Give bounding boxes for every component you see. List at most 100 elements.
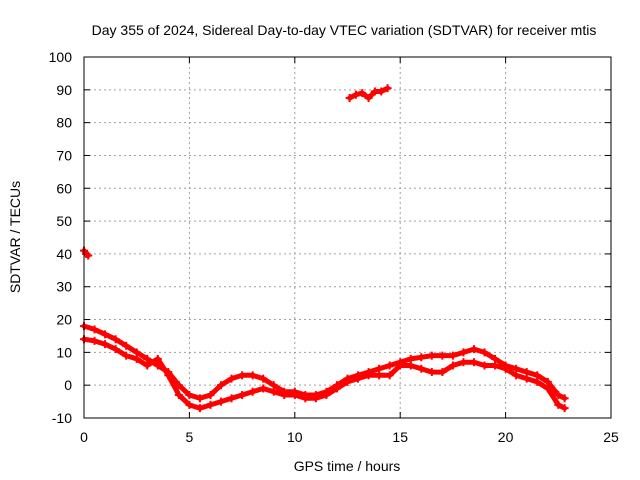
series-trace-b <box>80 335 569 413</box>
data-point <box>217 381 226 390</box>
data-point <box>354 374 363 383</box>
series-trace-d <box>345 84 392 103</box>
y-tick-label: 70 <box>56 147 72 163</box>
data-point <box>448 361 457 370</box>
data-point <box>364 371 373 380</box>
data-point <box>280 391 289 400</box>
y-tick-label: 90 <box>56 82 72 98</box>
data-point <box>543 384 552 393</box>
data-point <box>522 374 531 383</box>
data-point <box>217 397 226 406</box>
y-tick-label: 50 <box>56 213 72 229</box>
data-point <box>206 391 215 400</box>
data-point <box>206 400 215 409</box>
data-point <box>101 330 110 339</box>
data-point <box>90 325 99 334</box>
data-point <box>164 371 173 380</box>
data-point <box>459 358 468 367</box>
x-tick-label: 0 <box>80 429 88 445</box>
data-point <box>554 400 563 409</box>
series-line <box>81 336 568 411</box>
data-point <box>377 87 386 96</box>
x-tick-label: 15 <box>392 429 408 445</box>
data-point <box>427 351 436 360</box>
data-point <box>480 361 489 370</box>
data-point <box>185 400 194 409</box>
y-tick-label: 10 <box>56 344 72 360</box>
data-point <box>480 348 489 357</box>
data-point <box>459 348 468 357</box>
data-point <box>248 371 257 380</box>
data-point <box>259 384 268 393</box>
data-point <box>122 351 131 360</box>
data-point <box>560 404 569 413</box>
y-tick-label: 100 <box>49 49 73 65</box>
data-point <box>554 391 563 400</box>
data-point <box>238 391 247 400</box>
data-point <box>122 341 131 350</box>
y-tick-label: 60 <box>56 180 72 196</box>
data-point <box>358 89 367 98</box>
data-point <box>383 84 392 93</box>
grid-lines <box>84 57 611 418</box>
data-point <box>491 361 500 370</box>
x-axis-ticks: 0 5 10 15 20 25 <box>80 57 619 445</box>
data-point <box>238 371 247 380</box>
data-point <box>111 345 120 354</box>
data-point <box>311 394 320 403</box>
data-point <box>290 391 299 400</box>
data-point <box>501 364 510 373</box>
data-point <box>512 371 521 380</box>
data-point <box>111 335 120 344</box>
data-point <box>427 368 436 377</box>
data-point <box>385 371 394 380</box>
y-tick-label: 30 <box>56 279 72 295</box>
x-tick-label: 25 <box>603 429 619 445</box>
data-point <box>227 374 236 383</box>
y-tick-label: 40 <box>56 246 72 262</box>
data-point <box>469 345 478 354</box>
data-point <box>417 364 426 373</box>
data-point <box>469 358 478 367</box>
y-tick-label: -10 <box>52 410 72 426</box>
data-point <box>438 351 447 360</box>
data-point <box>417 353 426 362</box>
plot-frame <box>83 56 612 419</box>
x-tick-label: 20 <box>498 429 514 445</box>
data-point <box>343 377 352 386</box>
x-axis-label: GPS time / hours <box>294 458 401 474</box>
data-point <box>385 361 394 370</box>
x-tick-label: 5 <box>186 429 194 445</box>
data-point <box>174 391 183 400</box>
data-point <box>143 361 152 370</box>
data-point <box>322 391 331 400</box>
data-point <box>101 340 110 349</box>
data-point <box>259 374 268 383</box>
data-point <box>448 351 457 360</box>
data-point <box>195 404 204 413</box>
data-point <box>345 94 354 103</box>
data-point <box>438 368 447 377</box>
data-point <box>351 90 360 99</box>
data-point <box>396 361 405 370</box>
data-point <box>533 377 542 386</box>
data-point <box>269 387 278 396</box>
data-series <box>80 84 569 413</box>
data-point <box>332 384 341 393</box>
data-point <box>406 361 415 370</box>
data-point <box>364 94 373 103</box>
x-tick-label: 10 <box>287 429 303 445</box>
data-point <box>227 394 236 403</box>
y-tick-label: 80 <box>56 115 72 131</box>
data-point <box>375 371 384 380</box>
data-point <box>560 394 569 403</box>
y-axis-ticks: -10 0 10 20 30 40 50 60 70 80 90 100 <box>49 49 611 426</box>
data-point <box>153 354 162 363</box>
series-trace-c <box>80 246 93 260</box>
data-point <box>185 391 194 400</box>
chart-title: Day 355 of 2024, Sidereal Day-to-day VTE… <box>92 22 597 38</box>
y-tick-label: 0 <box>64 377 72 393</box>
data-point <box>90 336 99 345</box>
data-point <box>195 394 204 403</box>
